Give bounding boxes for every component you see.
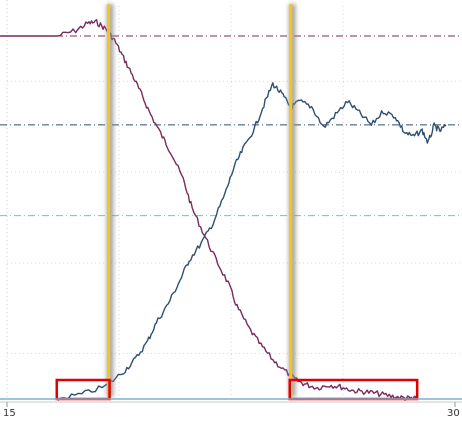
x-tick-label: 30 — [447, 408, 460, 419]
grid-lines — [7, 0, 462, 399]
x-tick-label: 15 — [3, 408, 16, 419]
highlight-box — [57, 380, 110, 399]
series-line-2 — [58, 83, 446, 401]
x-tick-labels: 15 30 — [3, 402, 460, 419]
x-axis — [0, 399, 462, 402]
highlight-lines — [107, 4, 296, 397]
series-lines — [58, 20, 446, 401]
